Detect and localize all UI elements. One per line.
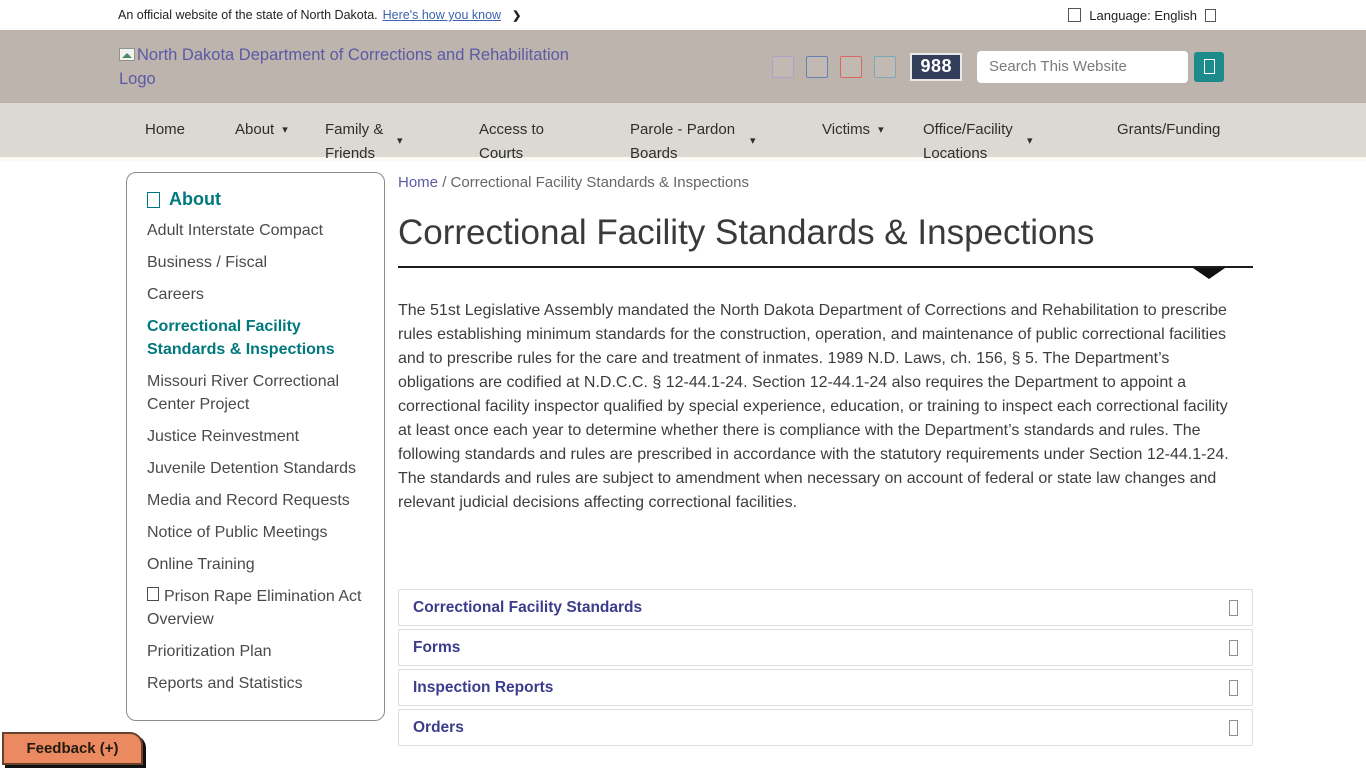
accordion-forms[interactable]: Forms [398,629,1253,666]
sidebar-item-adult-interstate-compact[interactable]: Adult Interstate Compact [147,222,324,239]
sidebar-item-notice-of-public-meetings[interactable]: Notice of Public Meetings [147,524,328,541]
nav-item-about[interactable]: About ▾ [235,103,288,157]
crisis-line-988-badge[interactable]: 988 [910,52,962,81]
nav-item-family-friends[interactable]: Family & Friends ▾ [325,121,403,162]
sidebar-item-prison-rape-elimination-act[interactable]: Prison Rape Elimination Act Overview [147,587,362,628]
accordion-correctional-facility-standards[interactable]: Correctional Facility Standards [398,589,1253,626]
broken-image-icon [119,47,135,61]
accordion-inspection-reports[interactable]: Inspection Reports [398,669,1253,706]
sidebar-item-missouri-river-correctional-center[interactable]: Missouri River Correctional Center Proje… [147,373,340,413]
sidebar-item-juvenile-detention-standards[interactable]: Juvenile Detention Standards [147,460,357,477]
search-button[interactable] [1194,51,1224,82]
document-icon [147,587,159,601]
nav-item-access-to-courts[interactable]: Access to Courts [479,121,545,162]
chevron-expand-icon [1229,599,1238,616]
official-site-text: An official website of the state of Nort… [118,8,378,22]
sidebar-item-prioritization-plan[interactable]: Prioritization Plan [147,643,272,660]
social-media-icon-2[interactable] [806,55,829,78]
nav-bottom-strip [0,157,1366,161]
about-sidebar: About Adult Interstate Compact Business … [126,172,385,721]
social-media-icon-1[interactable] [772,55,795,78]
official-banner: An official website of the state of Nort… [0,0,1366,30]
title-divider [398,266,1253,280]
heres-how-you-know-link[interactable]: Here's how you know [382,8,502,22]
breadcrumb-separator: / [442,174,447,191]
sidebar-item-reports-and-statistics[interactable]: Reports and Statistics [147,675,303,692]
triangle-down-icon [1193,268,1225,279]
social-media-icon-4[interactable] [874,55,897,78]
accordion-list: Correctional Facility Standards Forms In… [398,589,1253,746]
sidebar-item-online-training[interactable]: Online Training [147,556,255,573]
main-navigation: Home About ▾ Family & Friends ▾ Access t… [0,103,1366,162]
main-content: Home / Correctional Facility Standards &… [398,172,1253,749]
page-body-paragraph: The 51st Legislative Assembly mandated t… [398,302,1229,511]
search-icon [1203,59,1215,74]
site-logo-link[interactable]: North Dakota Department of Corrections a… [119,43,574,91]
page-title: Correctional Facility Standards & Inspec… [398,213,1095,252]
caret-down-icon: ▾ [750,134,756,147]
feedback-button[interactable]: Feedback (+) [2,732,143,765]
breadcrumb-current: Correctional Facility Standards & Inspec… [450,174,750,191]
caret-down-icon [1205,8,1216,22]
nav-item-office-facility-locations[interactable]: Office/Facility Locations ▾ [923,121,1033,162]
sidebar-item-careers[interactable]: Careers [147,286,204,303]
sidebar-item-correctional-facility-standards[interactable]: Correctional Facility Standards & Inspec… [147,318,335,358]
sidebar-title-about[interactable]: About [147,189,368,210]
breadcrumb: Home / Correctional Facility Standards &… [398,174,1253,191]
sidebar-item-media-and-record-requests[interactable]: Media and Record Requests [147,492,350,509]
chevron-expand-icon [1229,679,1238,696]
caret-down-icon: ▾ [878,124,884,136]
nav-item-grants-funding[interactable]: Grants/Funding [1117,121,1221,138]
breadcrumb-home-link[interactable]: Home [398,174,439,191]
logo-alt-text: North Dakota Department of Corrections a… [119,45,569,88]
nav-item-parole-pardon-boards[interactable]: Parole - Pardon Boards ▾ [630,121,756,162]
chevron-right-icon: ❯ [512,9,522,22]
language-selector[interactable]: Language: English [1068,8,1216,23]
nav-item-victims[interactable]: Victims ▾ [822,103,884,157]
globe-icon [1068,8,1082,22]
language-label: Language: English [1089,7,1197,23]
caret-down-icon: ▾ [1027,134,1033,147]
caret-down-icon: ▾ [282,124,288,136]
caret-down-icon: ▾ [397,134,403,147]
search-input[interactable] [977,50,1188,83]
accordion-orders[interactable]: Orders [398,709,1253,746]
sidebar-item-justice-reinvestment[interactable]: Justice Reinvestment [147,428,300,445]
chevron-expand-icon [1229,719,1238,736]
book-icon [147,191,160,208]
social-media-icon-3[interactable] [840,55,863,78]
sidebar-item-business-fiscal[interactable]: Business / Fiscal [147,254,268,271]
site-header: North Dakota Department of Corrections a… [0,30,1366,103]
chevron-expand-icon [1229,639,1238,656]
nav-item-home[interactable]: Home [145,121,186,138]
